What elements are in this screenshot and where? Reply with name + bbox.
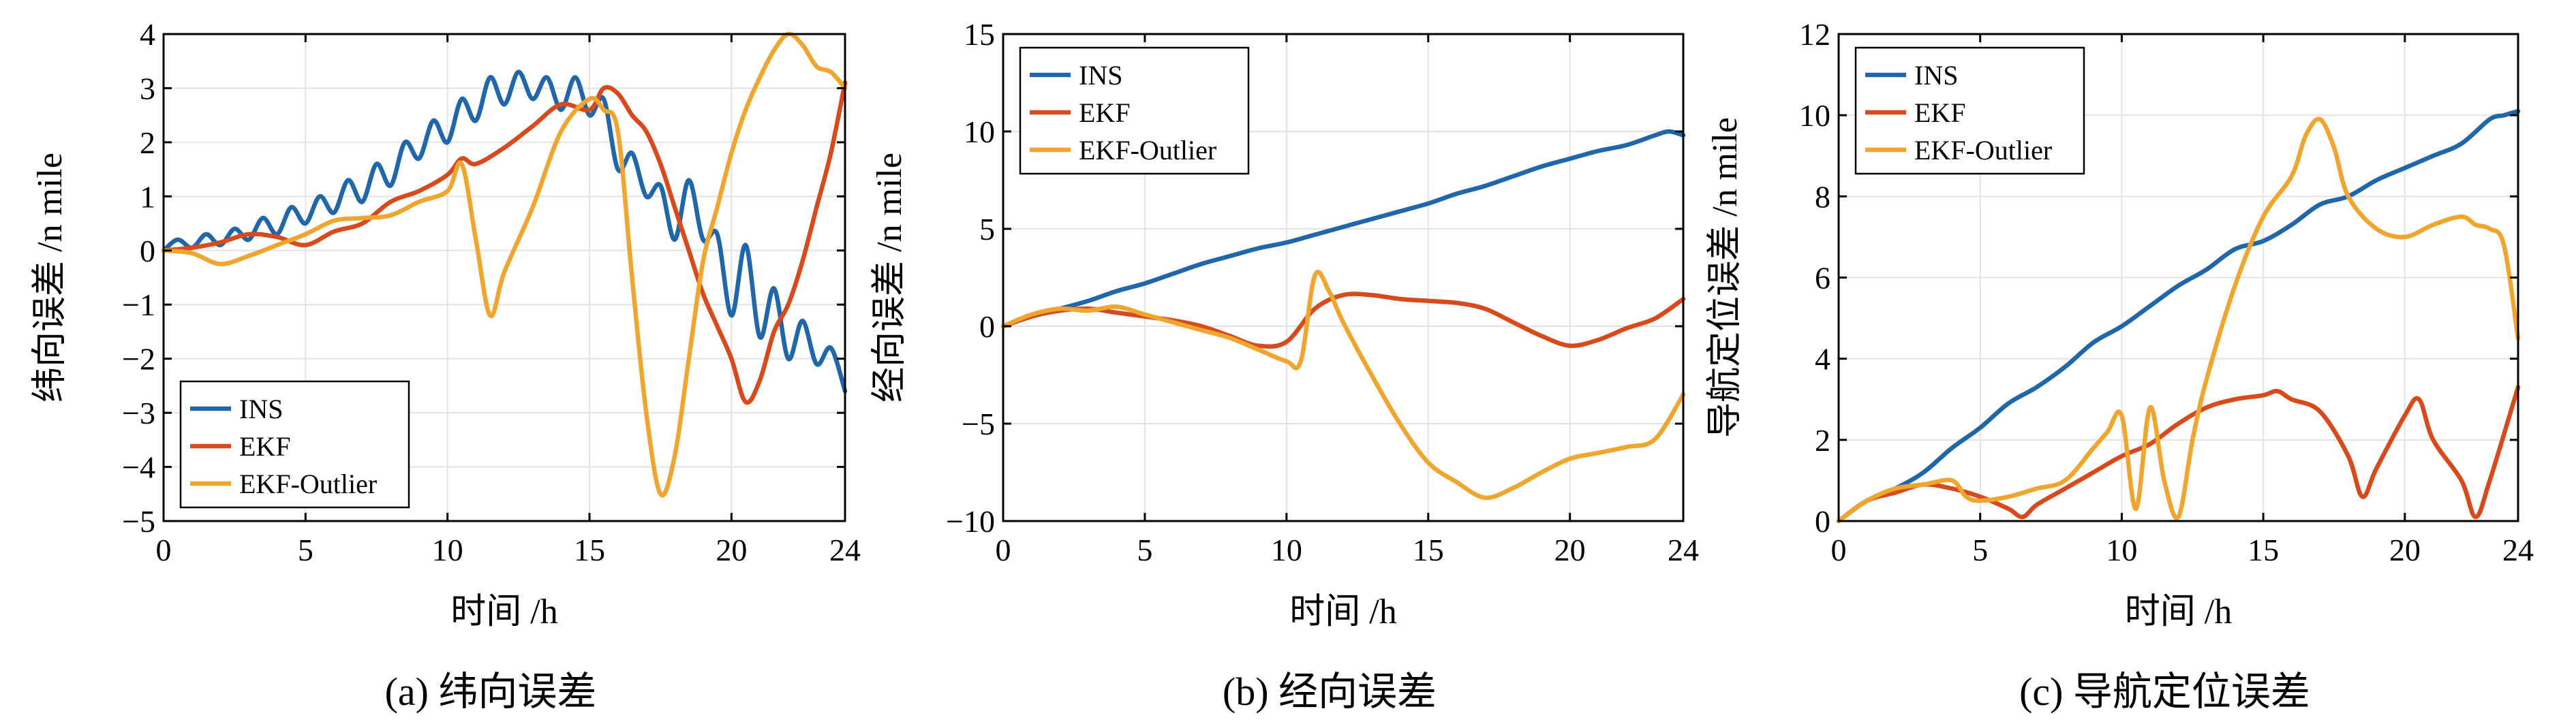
plot-frame (162, 33, 846, 522)
x-tick-label: 24 (1668, 533, 1699, 567)
series-line-ekf (1836, 385, 2521, 524)
legend-label-ins: INS (1914, 60, 1958, 91)
legend-label-ekf: EKF (1079, 97, 1131, 128)
series-line-ins (1000, 129, 1686, 329)
series-group (1836, 108, 2521, 524)
x-axis-title: 时间 /h (450, 593, 557, 631)
series-group (1000, 129, 1686, 500)
x-tick-label: 0 (1831, 533, 1847, 567)
y-tick-label: 8 (1815, 179, 1830, 214)
x-tick-label: 5 (1972, 533, 1988, 567)
legend: INS EKF EKF-Outlier (1854, 46, 2085, 175)
x-tick-label: 15 (574, 533, 605, 567)
y-tick-label: 10 (964, 114, 995, 149)
legend: INS EKF EKF-Outlier (179, 380, 410, 509)
series-line-ins (1836, 108, 2521, 524)
series-line-ins (161, 69, 848, 394)
y-tick-label: −2 (122, 342, 155, 377)
x-tick-label: 5 (1137, 533, 1152, 567)
legend-label-ekf-outlier: EKF-Outlier (1079, 135, 1216, 166)
y-tick-label: 0 (140, 234, 155, 268)
series-line-ekf-outlier (1000, 270, 1686, 500)
x-tick-label: 10 (2106, 533, 2137, 567)
y-tick-label: 2 (140, 125, 155, 160)
y-tick-label: 4 (1815, 342, 1830, 377)
legend: INS EKF EKF-Outlier (1019, 46, 1250, 175)
y-tick-label: −3 (122, 396, 155, 430)
x-tick-label: 15 (1413, 533, 1444, 567)
y-tick-label: 2 (1815, 423, 1830, 458)
y-tick-label: 15 (964, 17, 995, 52)
y-axis-title: 经向误差 /n mile (870, 153, 909, 403)
y-tick-label: 0 (979, 309, 995, 344)
series-group (161, 31, 848, 498)
y-tick-label: 3 (140, 71, 155, 106)
y-tick-label: 0 (1815, 504, 1830, 539)
series-line-ekf-outlier (161, 31, 848, 498)
x-tick-label: 5 (298, 533, 313, 567)
y-tick-label: −1 (122, 287, 155, 322)
y-tick-label: −5 (122, 504, 155, 539)
legend-label-ekf: EKF (1914, 97, 1966, 128)
x-tick-label: 0 (996, 533, 1011, 567)
y-tick-label: 12 (1799, 17, 1830, 52)
legend-label-ekf-outlier: EKF-Outlier (239, 469, 377, 499)
x-tick-label: 20 (1554, 533, 1586, 567)
y-tick-label: 10 (1799, 98, 1830, 133)
y-tick-label: −5 (962, 407, 995, 441)
x-tick-label: 20 (716, 533, 747, 567)
series-line-ekf (1000, 292, 1686, 349)
y-tick-label: −4 (122, 450, 155, 485)
subfigure-caption: (b) 经向误差 (1223, 670, 1437, 714)
legend-label-ekf-outlier: EKF-Outlier (1914, 135, 2052, 166)
y-tick-label: 4 (140, 17, 155, 52)
y-tick-label: −10 (946, 504, 995, 539)
x-axis-title: 时间 /h (2125, 593, 2232, 631)
chart-panel-2: 0 5 10 15 20 24 −10 −5 0 5 10 15 时间 /h 经向误差 /n mile (b… (870, 17, 1699, 714)
x-tick-label: 10 (432, 533, 463, 567)
series-line-ekf (161, 80, 848, 405)
y-tick-label: 6 (1815, 261, 1830, 296)
x-tick-label: 15 (2248, 533, 2279, 567)
legend-label-ins: INS (1079, 60, 1122, 91)
subfigure-caption: (c) 导航定位误差 (2019, 670, 2310, 714)
legend-label-ekf: EKF (239, 431, 291, 462)
y-tick-label: 5 (979, 212, 995, 247)
x-tick-label: 10 (1271, 533, 1302, 567)
legend-label-ins: INS (239, 394, 283, 424)
y-tick-label: 1 (140, 179, 155, 214)
y-axis-title: 纬向误差 /n mile (31, 153, 70, 403)
series-line-ekf-outlier (1836, 116, 2521, 524)
chart-panel-1: 0 5 10 15 20 24 −5 −4 −3 −2 −1 0 1 2 3 4 时间 /h 纬向误差 /n mi… (31, 17, 861, 714)
subfigure-caption: (a) 纬向误差 (385, 670, 597, 714)
x-tick-label: 24 (2502, 533, 2534, 567)
y-axis-title: 导航定位误差 /n mile (1706, 117, 1745, 438)
x-tick-label: 0 (156, 533, 172, 567)
x-tick-label: 20 (2389, 533, 2421, 567)
plot-frame (1002, 33, 1685, 522)
x-axis-title: 时间 /h (1289, 593, 1396, 631)
x-tick-label: 24 (829, 533, 861, 567)
